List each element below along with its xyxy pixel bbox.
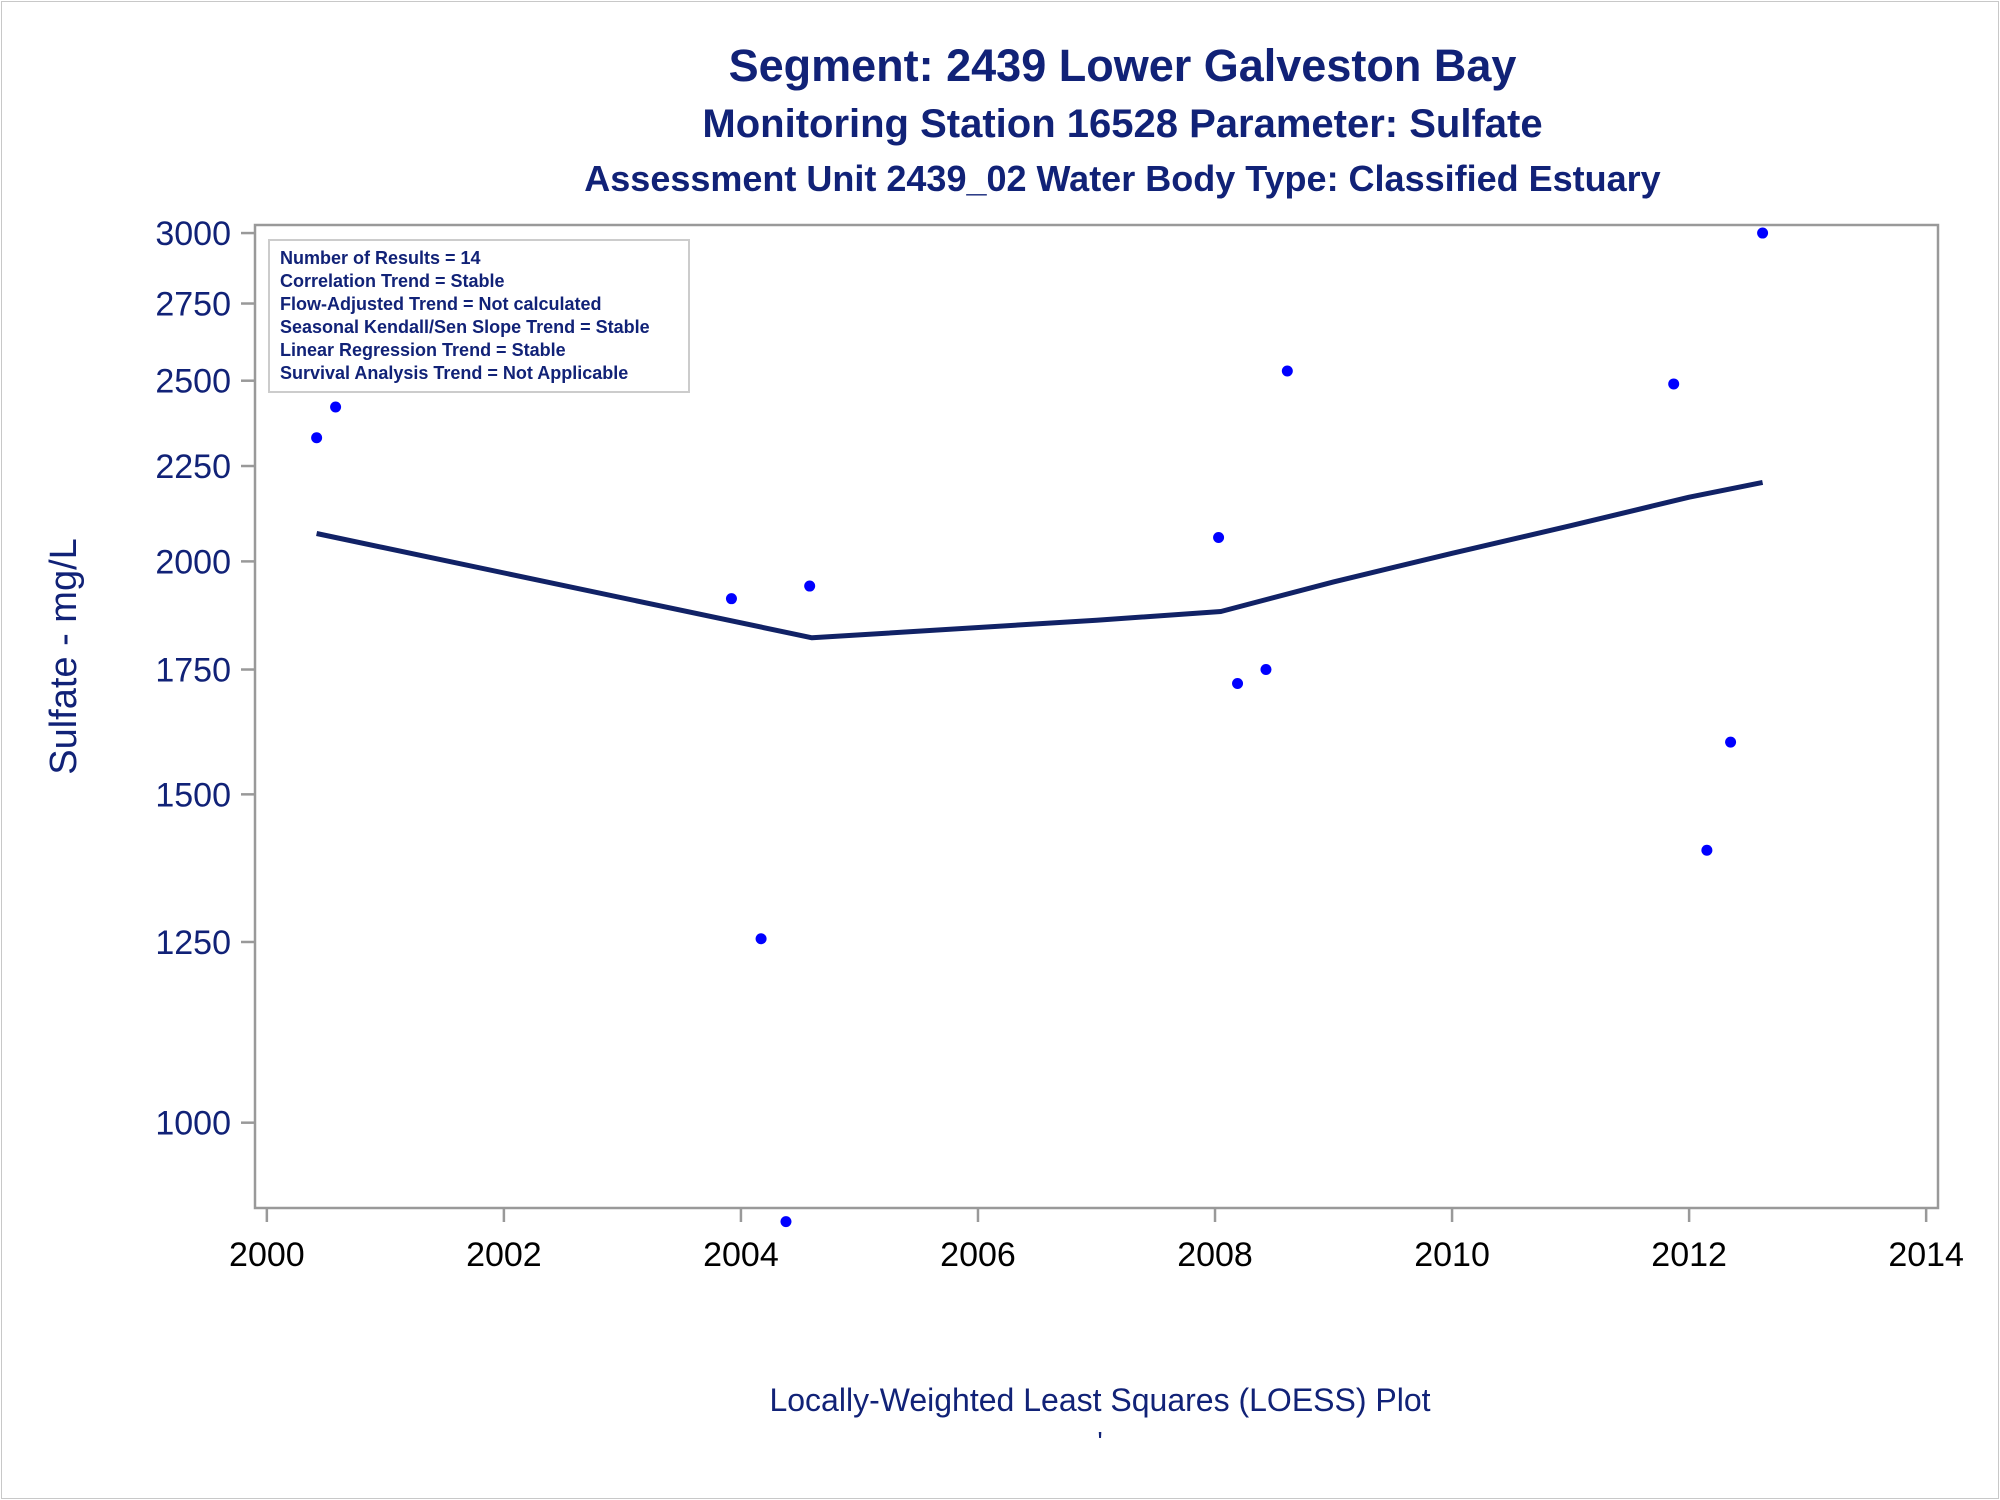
y-tick-label: 1000 xyxy=(155,1105,231,1143)
y-tick-label: 2000 xyxy=(155,543,231,581)
legend-line: Number of Results = 14 xyxy=(280,248,481,268)
data-point xyxy=(804,580,816,592)
data-point xyxy=(725,593,737,605)
x-tick-label: 2004 xyxy=(703,1236,779,1274)
loess-line xyxy=(316,479,1764,641)
chart-subtitle: Monitoring Station 16528 Parameter: Sulf… xyxy=(702,102,1543,146)
data-point xyxy=(755,933,767,945)
x-tick-label: 2012 xyxy=(1651,1236,1727,1274)
data-point xyxy=(1260,664,1272,676)
y-axis-label: Sulfate - mg/L xyxy=(43,538,85,775)
plot-border xyxy=(253,223,1940,1210)
data-point xyxy=(1232,678,1244,690)
legend-box xyxy=(268,239,690,393)
data-point xyxy=(1281,365,1293,377)
data-point xyxy=(1725,736,1737,748)
legend-line: Correlation Trend = Stable xyxy=(280,271,505,291)
legend-line: Flow-Adjusted Trend = Not calculated xyxy=(280,294,602,314)
y-tick-label: 1250 xyxy=(155,924,231,962)
y-tick-label: 1750 xyxy=(155,652,231,690)
legend-line: Seasonal Kendall/Sen Slope Trend = Stabl… xyxy=(280,317,650,337)
y-tick-label: 2250 xyxy=(155,448,231,486)
x-tick-label: 2008 xyxy=(1177,1236,1253,1274)
data-point xyxy=(1668,378,1680,390)
footnote-mark: ' xyxy=(1097,1426,1103,1457)
data-point xyxy=(1213,531,1225,543)
data-point xyxy=(1701,844,1713,856)
legend-line: Linear Regression Trend = Stable xyxy=(280,340,566,360)
x-tick-label: 2000 xyxy=(229,1236,305,1274)
data-point xyxy=(1757,227,1769,239)
data-point xyxy=(311,432,323,444)
x-tick-label: 2002 xyxy=(466,1236,542,1274)
y-tick-label: 3000 xyxy=(155,215,231,253)
footnote-plot-type: Locally-Weighted Least Squares (LOESS) P… xyxy=(769,1382,1431,1418)
data-point xyxy=(330,401,342,413)
y-tick-label: 2750 xyxy=(155,286,231,324)
x-tick-label: 2010 xyxy=(1414,1236,1490,1274)
chart-title: Segment: 2439 Lower Galveston Bay xyxy=(728,40,1517,91)
y-tick-label: 1500 xyxy=(155,776,231,814)
data-point xyxy=(780,1216,792,1228)
chart-subtitle-2: Assessment Unit 2439_02 Water Body Type:… xyxy=(584,158,1661,199)
x-tick-label: 2014 xyxy=(1888,1236,1964,1274)
legend-line: Survival Analysis Trend = Not Applicable xyxy=(280,363,628,383)
y-tick-label: 2500 xyxy=(155,363,231,401)
x-tick-label: 2006 xyxy=(940,1236,1016,1274)
